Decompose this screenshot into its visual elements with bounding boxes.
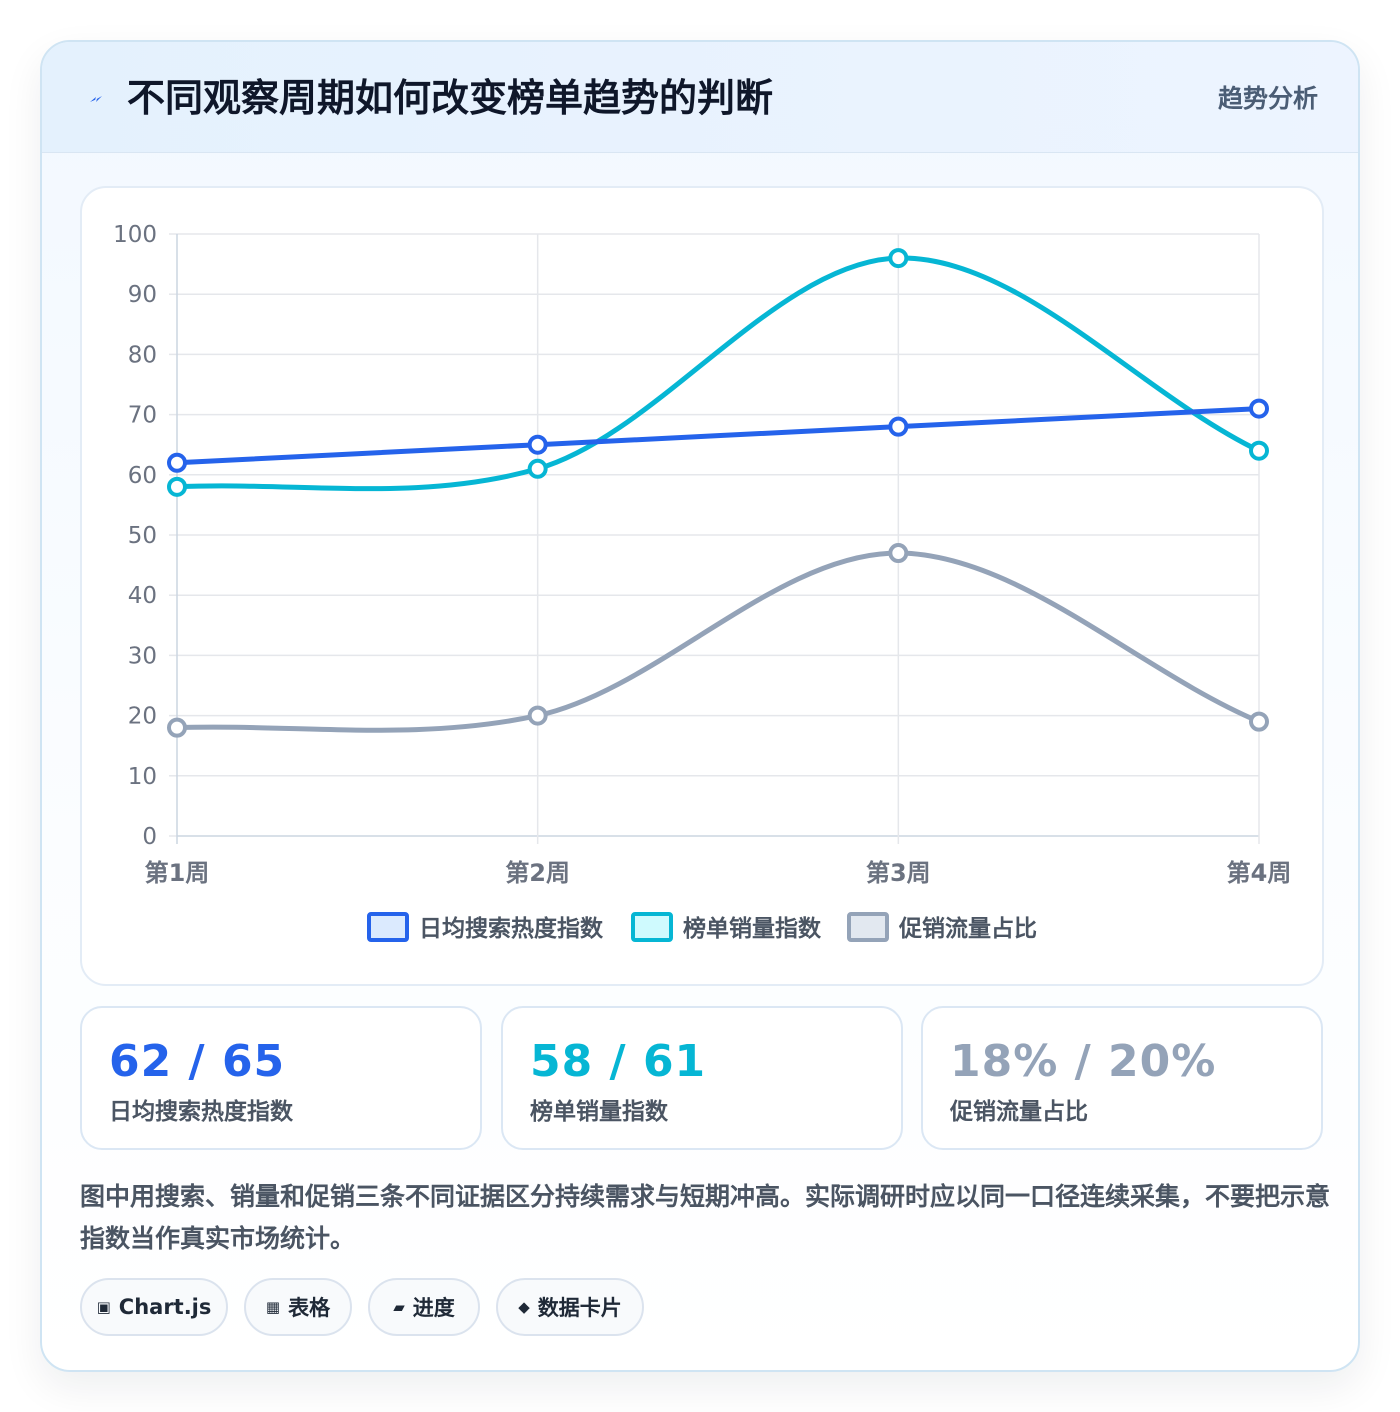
y-tick-label: 30	[128, 643, 157, 669]
tag-label: 数据卡片	[537, 1296, 622, 1320]
y-tick-label: 90	[128, 282, 157, 308]
x-tick-label: 第2周	[505, 859, 570, 887]
y-tick-label: 100	[113, 222, 157, 248]
table-icon: ▦	[265, 1298, 281, 1316]
data-point	[1249, 398, 1269, 419]
stat-card-sales: 58 / 61 榜单销量指数	[501, 1006, 903, 1150]
tag-label: 进度	[412, 1296, 455, 1320]
diamond-icon: ◆	[518, 1298, 530, 1316]
tag-table[interactable]: ▦ 表格	[244, 1278, 352, 1336]
line-chart: 0 10 20 30 40 50 60 70 80 90 100 第1周 第2周 第3周 第4周日均搜索热度…	[113, 222, 1292, 942]
series-line	[174, 550, 1262, 733]
progress-icon: ▰	[393, 1298, 405, 1316]
stat-value: 58 / 61	[530, 1036, 707, 1087]
data-point	[167, 717, 187, 738]
y-tick-label: 60	[128, 463, 157, 489]
y-tick-label: 80	[128, 342, 157, 368]
stat-card-promo: 18% / 20% 促销流量占比	[921, 1006, 1323, 1150]
y-tick-label: 10	[128, 764, 157, 790]
page-title: 不同观察周期如何改变榜单趋势的判断	[127, 76, 774, 120]
stat-value: 62 / 65	[109, 1036, 286, 1087]
legend-swatch	[847, 912, 889, 942]
tag-data-card[interactable]: ◆ 数据卡片	[496, 1278, 644, 1336]
y-tick-label: 50	[128, 523, 157, 549]
y-tick-label: 20	[128, 704, 157, 730]
legend-label: 促销流量占比	[898, 915, 1037, 942]
stat-card-search: 62 / 65 日均搜索热度指数	[80, 1006, 482, 1150]
data-point	[888, 248, 909, 269]
data-point	[888, 416, 909, 437]
stat-label: 促销流量占比	[950, 1099, 1088, 1125]
x-tick-label: 第3周	[866, 859, 931, 887]
card-header: 不同观察周期如何改变榜单趋势的判断 趋势分析	[42, 42, 1358, 153]
data-point	[527, 434, 548, 455]
data-point	[527, 705, 548, 726]
legend-swatch	[631, 912, 673, 942]
trend-card: 不同观察周期如何改变榜单趋势的判断 趋势分析 0 10 20 30 40 50 60 70 80…	[40, 40, 1360, 1372]
legend-swatch	[367, 912, 409, 942]
bolt-icon	[86, 89, 106, 109]
tag-label: Chart.js	[118, 1295, 212, 1319]
y-tick-label: 0	[142, 824, 157, 850]
legend-label: 榜单销量指数	[683, 915, 822, 942]
series-line	[174, 255, 1262, 492]
chart-panel: 0 10 20 30 40 50 60 70 80 90 100 第1周 第2周 第3周 第4周日均搜索热度…	[80, 186, 1324, 986]
data-point	[888, 543, 909, 564]
y-tick-label: 40	[128, 583, 157, 609]
header-tag: 趋势分析	[1217, 84, 1318, 113]
tag-chartjs[interactable]: ▣ Chart.js	[80, 1278, 228, 1336]
data-point	[527, 458, 548, 479]
tag-progress[interactable]: ▰ 进度	[368, 1278, 480, 1336]
tag-label: 表格	[288, 1296, 331, 1320]
data-point	[1249, 711, 1269, 732]
series-line	[174, 406, 1262, 466]
stat-label: 榜单销量指数	[530, 1099, 668, 1125]
stat-label: 日均搜索热度指数	[109, 1099, 293, 1125]
chart-icon: ▣	[96, 1298, 111, 1316]
legend-label: 日均搜索热度指数	[419, 915, 604, 942]
data-point	[167, 476, 187, 497]
y-tick-label: 70	[128, 403, 157, 429]
data-point	[1249, 440, 1269, 461]
x-tick-label: 第1周	[145, 859, 210, 887]
description-text: 图中用搜索、销量和促销三条不同证据区分持续需求与短期冲高。实际调研时应以同一口径…	[80, 1182, 1331, 1253]
x-tick-label: 第4周	[1227, 859, 1292, 887]
stat-value: 18% / 20%	[950, 1036, 1217, 1087]
data-point	[167, 452, 187, 473]
